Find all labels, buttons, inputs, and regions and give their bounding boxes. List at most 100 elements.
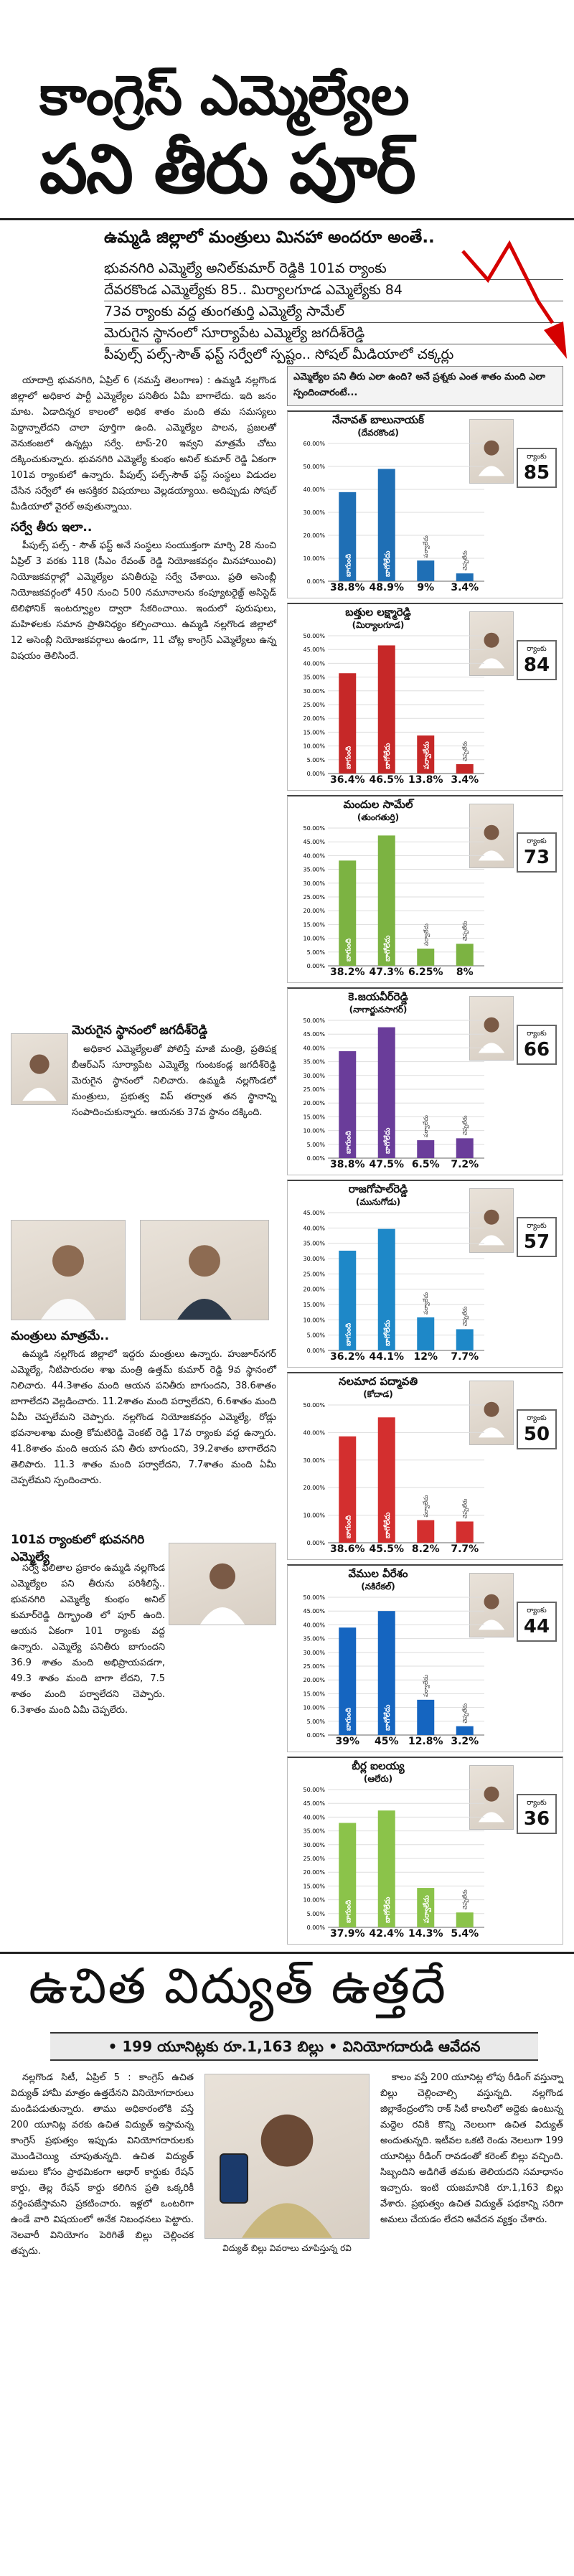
bar (339, 1436, 357, 1543)
value-label: 5.4% (451, 1928, 479, 1940)
constituency-name: (మునుగోడు) (355, 1197, 401, 1207)
bar-category-label: బాగుంది (344, 746, 352, 769)
value-label: 7.7% (451, 1543, 479, 1555)
y-tick-label: 0.00% (307, 963, 326, 969)
person-silhouette-icon (22, 1054, 57, 1101)
y-tick-label: 45.00% (303, 1031, 325, 1038)
y-tick-label: 25.00% (303, 1663, 325, 1670)
y-tick-label: 20.00% (303, 1677, 325, 1683)
chart-panel: మందుల సామేల్ (తుంగతుర్తి) ర్యాంకు 73 0.00% 5.… (287, 795, 563, 983)
person-silhouette-icon (478, 1017, 505, 1053)
rank-value: 44 (523, 1616, 550, 1637)
value-label: 7.2% (451, 1159, 479, 1170)
bar (417, 1140, 435, 1158)
y-tick-label: 50.00% (303, 633, 325, 639)
charts-header: ఎమ్మెల్యేల పని తీరు ఎలా ఉంది? అనే ప్రశ్న… (287, 366, 563, 406)
rank-badge: ర్యాంకు 85 (517, 448, 557, 488)
y-tick-label: 5.00% (307, 1911, 326, 1917)
bar-category-label: చెప్పలేరు (462, 1115, 469, 1135)
bhuvanagiri-block: సర్వే ఫలితాల ప్రకారం ఉమ్మడి నల్లగొండ ఎమ్… (11, 1561, 165, 1721)
mla-photo (469, 1381, 514, 1445)
y-tick-label: 15.00% (303, 1114, 325, 1120)
person-silhouette-icon (478, 440, 505, 476)
y-tick-label: 45.00% (303, 839, 325, 845)
mla-photo (469, 419, 514, 484)
y-tick-label: 15.00% (303, 921, 325, 928)
rank-label: ర్యాంకు (527, 645, 547, 653)
bar-category-label: బాగోలేదు (383, 1704, 392, 1731)
value-label: 8.2% (411, 1543, 440, 1555)
mla-name: వేముల వీరేశం (348, 1567, 408, 1580)
value-label: 47.3% (369, 967, 405, 978)
y-tick-label: 10.00% (303, 936, 325, 942)
y-tick-label: 25.00% (303, 702, 325, 708)
rank-label: ర్యాంకు (527, 1607, 547, 1614)
section-rule (0, 1952, 574, 1954)
story2-subheadline: • 199 యూనిట్లకు రూ.1,163 బిల్లు • వినియో… (50, 2032, 538, 2061)
anil-kumar-reddy-photo (169, 1543, 276, 1625)
y-tick-label: 20.00% (303, 1287, 325, 1293)
person-silhouette-icon (177, 1244, 232, 1320)
person-silhouette-icon (478, 824, 505, 861)
lead-point: మెరుగైన స్థానంలో సూర్యాపేట ఎమ్మెల్యే జగద… (104, 323, 563, 344)
chart-panel: కె.జయవీర్‌రెడ్డి (నాగార్జునసాగర్) ర్యాంకు 6… (287, 987, 563, 1175)
constituency-name: (ఆలేరు) (363, 1774, 393, 1784)
bar (417, 949, 435, 966)
y-tick-label: 35.00% (303, 1636, 325, 1642)
dateline-paragraph: యాదాద్రి భువనగిరి, ఏప్రిల్ 6 (నమస్తే తెల… (11, 375, 276, 512)
mla-photo (469, 1188, 514, 1253)
story2-paragraph: కాలం వస్తే 200 యూనిట్ల లోపు రీడింగ్ వస్త… (380, 2072, 563, 2225)
value-label: 47.5% (369, 1159, 405, 1170)
y-tick-label: 50.00% (303, 1787, 325, 1793)
bar-category-label: చెప్పలేరు (462, 1703, 469, 1724)
y-tick-label: 40.00% (303, 660, 325, 667)
y-tick-label: 0.00% (307, 1540, 326, 1546)
value-label: 37.9% (329, 1928, 365, 1940)
rank-label: ర్యాంకు (527, 1799, 547, 1807)
bar-category-label: బాగోలేదు (383, 1896, 392, 1923)
mla-name: మందుల సామేల్ (343, 798, 413, 811)
bar-category-label: చెప్పలేరు (462, 741, 469, 761)
y-tick-label: 25.00% (303, 1271, 325, 1277)
value-label: 36.4% (329, 774, 365, 786)
person-silhouette-icon (478, 1209, 505, 1246)
bar (339, 673, 357, 774)
ministers-paragraph: ఉమ్మడి నల్లగొండ జిల్లాలో ఇద్దరు మంత్రులు… (11, 1349, 276, 1486)
value-label: 9% (417, 582, 435, 593)
bar (456, 944, 474, 966)
down-trend-arrow-icon (461, 240, 567, 359)
y-tick-label: 15.00% (303, 729, 325, 735)
rank-label: ర్యాంకు (527, 1414, 547, 1422)
mla-name: కె.జయవీర్‌రెడ్డి (348, 990, 408, 1003)
y-tick-label: 0.00% (307, 578, 326, 585)
value-label: 45.5% (369, 1543, 405, 1555)
bar-chart: 0.00% 10.00% 20.00% 30.00% 40.00% 50.00% 60.00… (303, 441, 484, 585)
article-column: యాదాద్రి భువనగిరి, ఏప్రిల్ 6 (నమస్తే తెల… (11, 373, 276, 667)
mla-photo (469, 996, 514, 1061)
y-tick-label: 10.00% (303, 1897, 325, 1904)
value-label: 46.5% (369, 774, 405, 786)
y-tick-label: 10.00% (303, 1317, 325, 1323)
y-tick-label: 50.00% (303, 1402, 325, 1409)
mla-photo (469, 1765, 514, 1830)
y-tick-label: 45.00% (303, 1800, 325, 1807)
bar (339, 1250, 357, 1350)
bar-category-label: పర్వాలేదు (423, 1115, 430, 1137)
bar-chart: 0.00% 10.00% 20.00% 30.00% 40.00% 50.00% బాగుం… (303, 1402, 484, 1546)
y-tick-label: 0.00% (307, 1348, 326, 1354)
rank-badge: ర్యాంకు 44 (517, 1602, 557, 1642)
rank-badge: ర్యాంకు 50 (517, 1409, 557, 1449)
bar (377, 1027, 395, 1158)
bar-chart: 0.00% 5.00% 10.00% 15.00% 20.00% 25.00% 30.00%… (303, 1594, 484, 1739)
value-label: 45% (374, 1736, 399, 1747)
y-tick-label: 5.00% (307, 1719, 326, 1725)
rank-badge: ర్యాంకు 66 (517, 1025, 557, 1065)
rank-value: 36 (523, 1808, 550, 1830)
mla-photo (469, 804, 514, 868)
ministers-heading: మంత్రులు మాత్రమే.. (11, 1329, 110, 1343)
bar (377, 469, 395, 581)
bar (417, 1888, 435, 1927)
bar-chart: 0.00% 5.00% 10.00% 15.00% 20.00% 25.00% 30.00%… (303, 1787, 484, 1931)
bar-category-label: బాగుంది (344, 1515, 352, 1538)
mla-name: నలమాద పద్మావతి (338, 1375, 418, 1388)
